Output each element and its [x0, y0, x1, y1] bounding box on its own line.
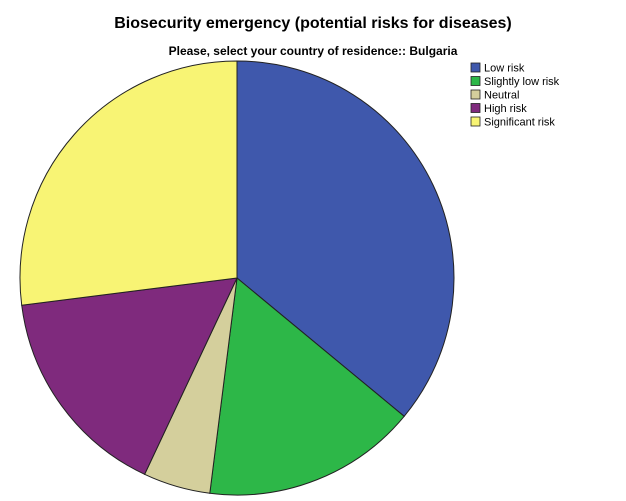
- legend-label: Neutral: [484, 90, 519, 102]
- pie-slice-slightly-low-risk: [209, 277, 405, 496]
- pie-slice-low-risk: [236, 60, 455, 418]
- legend-swatch-significant-risk: [470, 116, 481, 127]
- pie-slices: [19, 60, 455, 496]
- legend-swatch-low-risk: [470, 62, 481, 73]
- chart-title: Biosecurity emergency (potential risks f…: [114, 15, 511, 32]
- legend-swatch-slightly-low-risk: [470, 76, 481, 86]
- legend-swatch-high-risk: [470, 103, 481, 113]
- chart-subtitle: Please, select your country of residence…: [169, 44, 458, 58]
- legend-label: Low risk: [484, 63, 525, 75]
- legend-label: Significant risk: [484, 117, 555, 129]
- pie-slice-significant-risk: [19, 60, 238, 306]
- legend-label: High risk: [484, 103, 527, 115]
- pie-slice-high-risk: [21, 277, 238, 476]
- legend-swatch-neutral: [470, 89, 481, 100]
- legend-label: Slightly low risk: [484, 76, 560, 88]
